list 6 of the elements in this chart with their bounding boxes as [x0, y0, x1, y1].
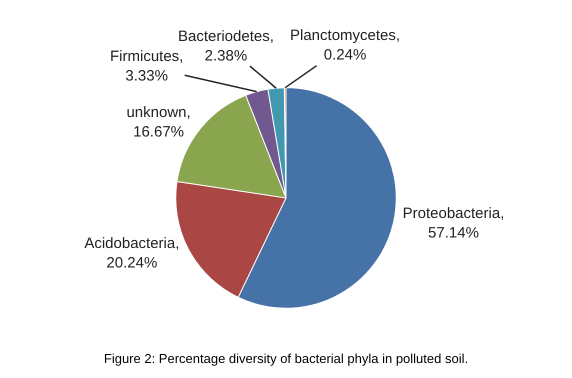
slice-label: Firmicutes, 3.33%: [110, 48, 184, 84]
slice-label: Acidobacteria, 20.24%: [84, 235, 180, 272]
slice-label: Planctomycetes, 0.24%: [290, 27, 400, 64]
slice-label: unknown, 16.67%: [126, 104, 191, 140]
text: Figure 2: Percentage diversity of bacterial phyla in polluted soil.: [104, 350, 468, 366]
slice-label: Proteobacteria, 57.14%: [402, 205, 504, 242]
